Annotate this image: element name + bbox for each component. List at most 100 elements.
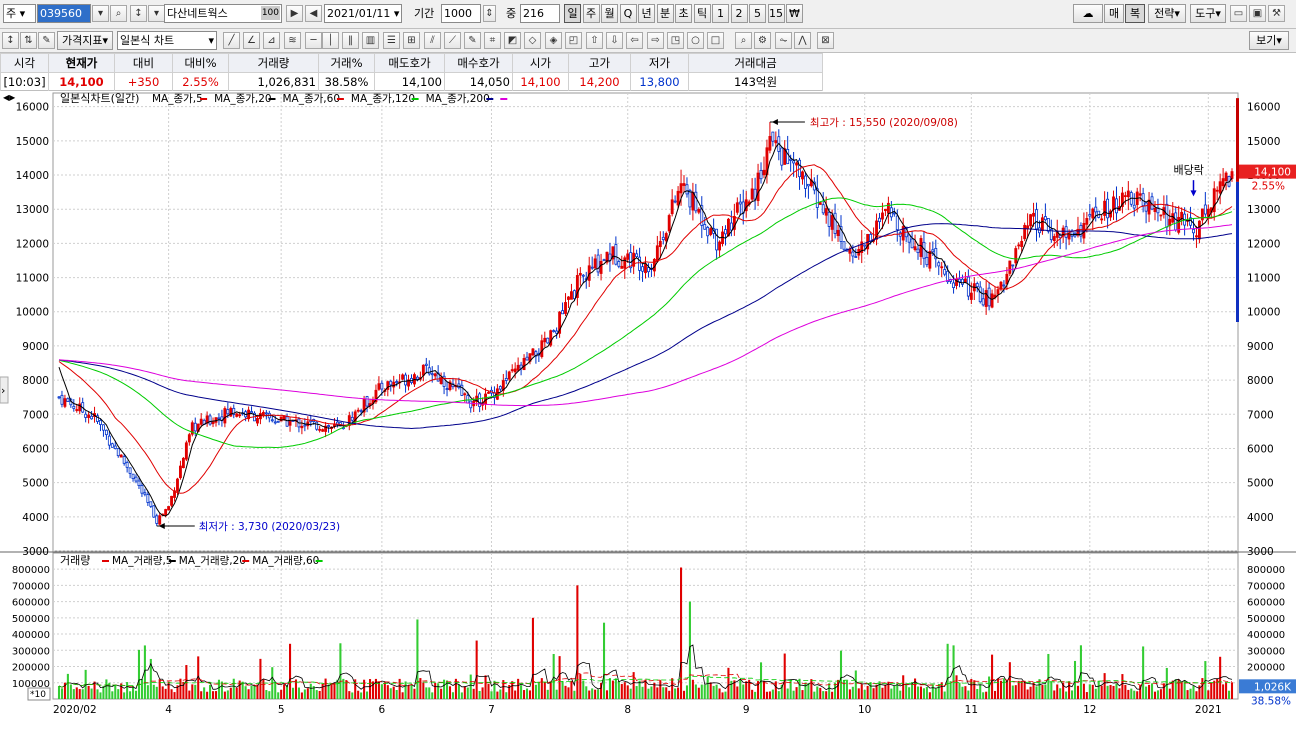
parallel-icon[interactable]: ‖ (342, 32, 359, 49)
timeframe-button[interactable]: 분 (656, 4, 674, 23)
volume-bar (1068, 681, 1071, 699)
dropdown-icon[interactable]: ▾ (92, 5, 109, 22)
volume-bar (1186, 690, 1189, 699)
volume-bar (431, 692, 434, 699)
chart-type-select[interactable]: 일본식 차트 ▾ (117, 31, 217, 50)
eraser-icon[interactable]: ◈ (545, 32, 562, 49)
volume-bar (1047, 653, 1050, 699)
search-icon[interactable]: ⌕ (110, 5, 127, 22)
edit-icon[interactable]: ✎ (38, 32, 55, 49)
diamond-icon[interactable]: ◇ (524, 32, 541, 49)
ray-icon[interactable]: ⟋ (444, 32, 461, 49)
volume-bar (214, 691, 218, 699)
wrench-icon[interactable]: ⚒ (1268, 5, 1285, 22)
arrow-down-icon[interactable]: ⇩ (606, 32, 623, 49)
arrow-up-icon[interactable]: ⇧ (586, 32, 603, 49)
main-toolbar: 주 ▾ 039560 ▾ ⌕ ↕ ▾ 다산네트웍스 100 ▶ ◀ 2021/01… (0, 0, 1296, 29)
volume-bar (594, 689, 597, 699)
stock-name-field[interactable]: 다산네트웍스 100 (164, 4, 282, 23)
back-icon[interactable]: ◀ (305, 5, 322, 22)
timeframe-button[interactable]: 틱 (693, 4, 711, 23)
channel-icon[interactable]: ⫽ (424, 32, 441, 49)
timeframe-button[interactable]: 초 (675, 4, 692, 23)
vertical-line-icon[interactable]: │ (322, 32, 339, 49)
fibonacci-icon[interactable]: ▥ (362, 32, 379, 49)
volume-bar (1189, 688, 1192, 699)
mode-select[interactable]: 주 ▾ (3, 4, 36, 23)
stock-code-input[interactable]: 039560 (37, 4, 91, 23)
volume-bar (1011, 685, 1014, 699)
save-icon[interactable]: ▣ (1249, 5, 1266, 22)
timeframe-button[interactable]: 5 (749, 4, 766, 23)
volume-bar (250, 685, 253, 699)
candle-body (1203, 204, 1207, 215)
candle-body (958, 278, 961, 283)
candle-body (303, 424, 307, 427)
wave-icon[interactable]: ⏦ (775, 32, 792, 49)
timeframe-button[interactable]: Q (619, 4, 637, 23)
timeframe-button[interactable]: ₩ (786, 4, 803, 23)
timeframe-button[interactable]: 일 (564, 4, 581, 23)
peak-icon[interactable]: ⋀ (794, 32, 811, 49)
volume-bar (866, 685, 869, 699)
timeframe-button[interactable]: 15 (767, 4, 785, 23)
fill-icon[interactable]: ◩ (504, 32, 521, 49)
chart-svg[interactable]: 3000 3000 4000 4000 5000 5000 6000 6000 7000 7000… (0, 91, 1296, 727)
strategy-button[interactable]: 전략▾ (1148, 4, 1186, 23)
trendline-icon[interactable]: ╱ (223, 32, 240, 49)
timeframe-button[interactable]: 주 (582, 4, 600, 23)
buy-button[interactable]: 매 (1104, 4, 1124, 23)
volume-bar (688, 601, 691, 699)
timeframe-button[interactable]: 2 (730, 4, 748, 23)
multi-button[interactable]: 복 (1125, 4, 1145, 23)
volume-bar (463, 686, 466, 699)
quote-value-cell: 2.55% (172, 72, 229, 92)
horizontal-line-icon[interactable]: ─ (305, 32, 322, 49)
timeframe-button[interactable]: 1 (712, 4, 729, 23)
cloud-icon[interactable]: ☁ (1073, 4, 1103, 23)
sort-icon[interactable]: ↕ (130, 5, 147, 22)
settings-icon[interactable]: ⚙ (754, 32, 771, 49)
arrow-left-icon[interactable]: ⇦ (626, 32, 643, 49)
triangle-icon[interactable]: ⊿ (263, 32, 280, 49)
up-down-icon[interactable]: ↕ (2, 32, 19, 49)
price-indicator-button[interactable]: 가격지표▾ (57, 31, 113, 50)
arrows-icon[interactable]: ⇅ (20, 32, 37, 49)
tools-button[interactable]: 도구▾ (1190, 4, 1226, 23)
grid-lines-icon[interactable]: ☰ (383, 32, 400, 49)
volume-bar (1062, 682, 1065, 699)
date-picker[interactable]: 2021/01/11 ▾ (324, 4, 402, 23)
folder-icon[interactable]: ▭ (1230, 5, 1247, 22)
arrow-right-icon[interactable]: ⇨ (647, 32, 664, 49)
volume-bar (1210, 683, 1213, 699)
cycle-icon[interactable]: ◳ (667, 32, 684, 49)
rectangle-icon[interactable]: □ (707, 32, 724, 49)
view-button[interactable]: 보기▾ (1249, 31, 1289, 50)
volume-bar (493, 680, 496, 699)
angle-icon[interactable]: ∠ (243, 32, 260, 49)
volume-bar (143, 645, 146, 699)
play-icon[interactable]: ▶ (286, 5, 303, 22)
pencil-icon[interactable]: ✎ (464, 32, 481, 49)
volume-bar (324, 678, 327, 699)
candle-body (498, 386, 502, 390)
copy-icon[interactable]: ◰ (565, 32, 582, 49)
overlap-input[interactable]: 216 (520, 4, 560, 23)
volume-tick-left: 400000 (12, 630, 50, 641)
timeframe-button[interactable]: 월 (601, 4, 618, 23)
circle-icon[interactable]: ○ (687, 32, 704, 49)
chart-area[interactable]: 3000 3000 4000 4000 5000 5000 6000 6000 7000 7000… (0, 91, 1296, 727)
legend-label: MA_종가,20 (214, 93, 272, 105)
volume-bar (1195, 691, 1198, 699)
list-dropdown-icon[interactable]: ▾ (148, 5, 165, 22)
hash-icon[interactable]: ⌗ (484, 32, 501, 49)
reset-icon[interactable]: ⊠ (817, 32, 834, 49)
candle-body (478, 393, 482, 407)
candle-body (892, 212, 896, 215)
period-input[interactable]: 1000 (441, 4, 481, 23)
period-spin-icon[interactable]: ⇕ (483, 5, 496, 22)
timeframe-button[interactable]: 년 (638, 4, 655, 23)
zoom-icon[interactable]: ⌕ (735, 32, 752, 49)
grid-icon[interactable]: ⊞ (403, 32, 420, 49)
fan-icon[interactable]: ≋ (284, 32, 301, 49)
